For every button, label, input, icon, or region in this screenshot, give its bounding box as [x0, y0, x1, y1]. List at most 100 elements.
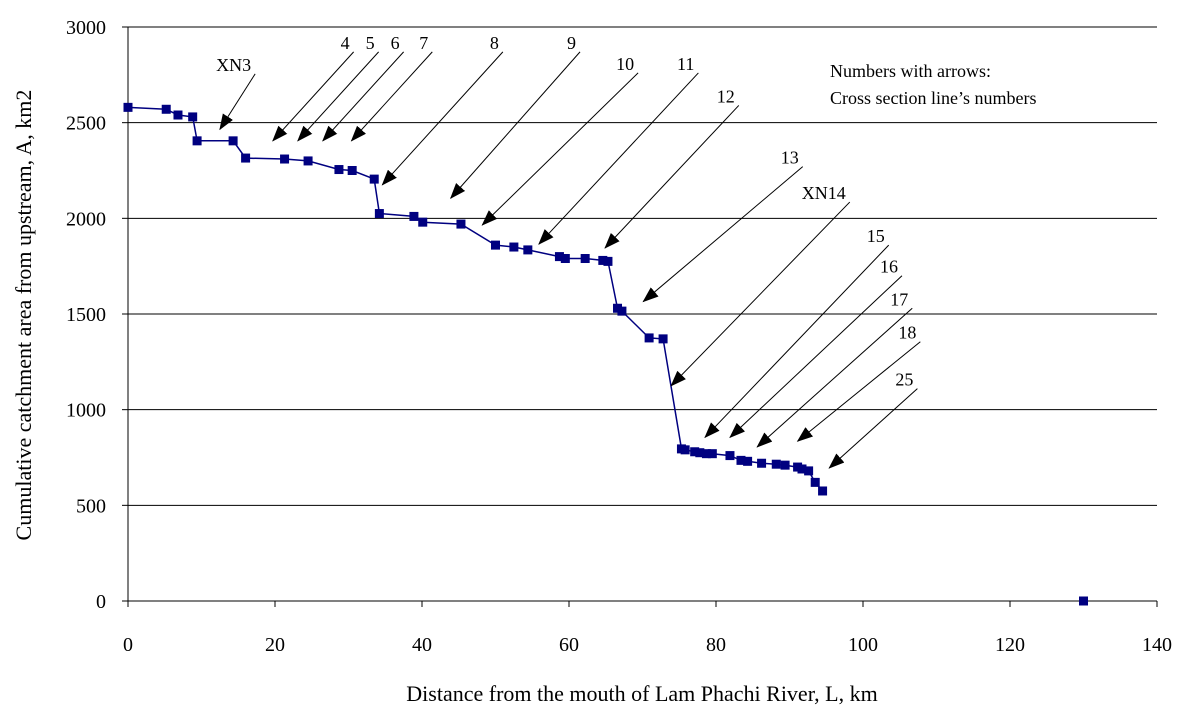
data-point [695, 448, 705, 458]
data-point [560, 254, 570, 264]
data-point [680, 445, 690, 455]
annotation-label: 16 [880, 257, 898, 277]
data-point [725, 451, 735, 461]
annotation-label: XN3 [216, 55, 251, 75]
annotation-arrow [297, 51, 380, 142]
annotation-label: 11 [677, 54, 694, 74]
annotation-label: 10 [616, 54, 634, 74]
y-tick-labels: 0 500 1000 1500 2000 2500 3000 [66, 17, 106, 613]
data-point [188, 112, 198, 122]
annotation-arrow [729, 275, 903, 439]
data-point [228, 136, 238, 146]
x-tick-label: 140 [1142, 634, 1172, 656]
annotation-arrow [272, 51, 355, 142]
annotation-label: 25 [895, 370, 913, 390]
annotation-arrow [350, 51, 433, 142]
data-point [280, 154, 290, 164]
data-point [771, 459, 781, 469]
x-tick-label: 120 [995, 634, 1025, 656]
series-line [127, 106, 824, 492]
x-tick-labels: 0 20 40 60 80 100 120 140 [123, 634, 1172, 656]
data-point [456, 219, 466, 229]
annotation-label: 7 [419, 33, 428, 53]
y-tick-label: 1000 [66, 400, 106, 422]
gridlines [128, 26, 1157, 506]
data-point [603, 256, 613, 266]
annotation-arrow [450, 51, 581, 199]
data-point [173, 110, 183, 120]
note-line-2: Cross section line’s numbers [830, 88, 1036, 108]
annotation-arrow [828, 388, 918, 469]
annotation-arrow [604, 105, 740, 249]
annotation-label: 15 [867, 226, 885, 246]
y-tick-label: 0 [96, 591, 106, 613]
y-tick-label: 2000 [66, 208, 106, 230]
data-point [123, 102, 133, 112]
annotation-label: 8 [490, 33, 499, 53]
y-tick-label: 3000 [66, 17, 106, 39]
data-point [701, 449, 711, 459]
data-point [580, 254, 590, 264]
annotation-arrow [642, 166, 804, 303]
data-point [418, 217, 428, 227]
annotation-label: 6 [391, 33, 400, 53]
data-point [743, 456, 753, 466]
data-point [161, 104, 171, 114]
y-tick-label: 2500 [66, 113, 106, 135]
annotation-arrow [756, 307, 913, 448]
annotation-label: 9 [567, 33, 576, 53]
annotation-label: 12 [717, 86, 735, 106]
data-point [334, 165, 344, 175]
data-point [757, 458, 767, 468]
data-point [523, 245, 533, 255]
data-point [347, 166, 357, 175]
y-tick-label: 1500 [66, 304, 106, 326]
note-line-1: Numbers with arrows: [830, 61, 991, 81]
axes [122, 26, 1158, 607]
annotation-label: 13 [781, 148, 799, 168]
data-point [804, 466, 814, 476]
y-axis-title: Cumulative catchment area from upstream,… [11, 90, 36, 541]
data-point [780, 460, 790, 470]
x-axis-title: Distance from the mouth of Lam Phachi Ri… [406, 681, 877, 706]
y-tick-label: 500 [76, 495, 106, 517]
x-tick-label: 100 [848, 634, 878, 656]
annotation-label: 17 [890, 289, 908, 309]
annotation-label: 5 [366, 33, 375, 53]
annotation-arrow [796, 341, 921, 442]
data-point [617, 306, 627, 316]
annotation-label: 18 [898, 323, 916, 343]
data-point [736, 455, 746, 465]
x-tick-label: 80 [706, 634, 726, 656]
data-point [509, 242, 519, 252]
x-tick-label: 60 [559, 634, 579, 656]
annotation-arrow [322, 51, 404, 142]
annotation-label: 4 [341, 33, 350, 53]
data-point [797, 464, 807, 474]
annotation-arrow [219, 73, 256, 131]
data-point [598, 255, 608, 265]
annotation-arrow [704, 244, 890, 439]
data-point [369, 174, 379, 184]
annotation-arrow [538, 72, 699, 245]
annotation-arrow [670, 201, 851, 387]
data-point [810, 477, 820, 487]
data-point [303, 156, 313, 166]
data-point [818, 486, 828, 496]
data-point [374, 209, 384, 219]
x-tick-label: 20 [265, 634, 285, 656]
data-point [409, 211, 419, 221]
data-point [707, 449, 717, 459]
data-point [658, 334, 668, 344]
annotation-arrow [381, 51, 504, 186]
data-point [192, 136, 202, 146]
data-point [690, 447, 700, 457]
data-point [554, 252, 564, 262]
data-point [241, 153, 251, 163]
annotation-label: XN14 [802, 183, 846, 203]
data-series [123, 102, 1088, 606]
x-tick-label: 40 [412, 634, 432, 656]
data-point [491, 240, 500, 250]
